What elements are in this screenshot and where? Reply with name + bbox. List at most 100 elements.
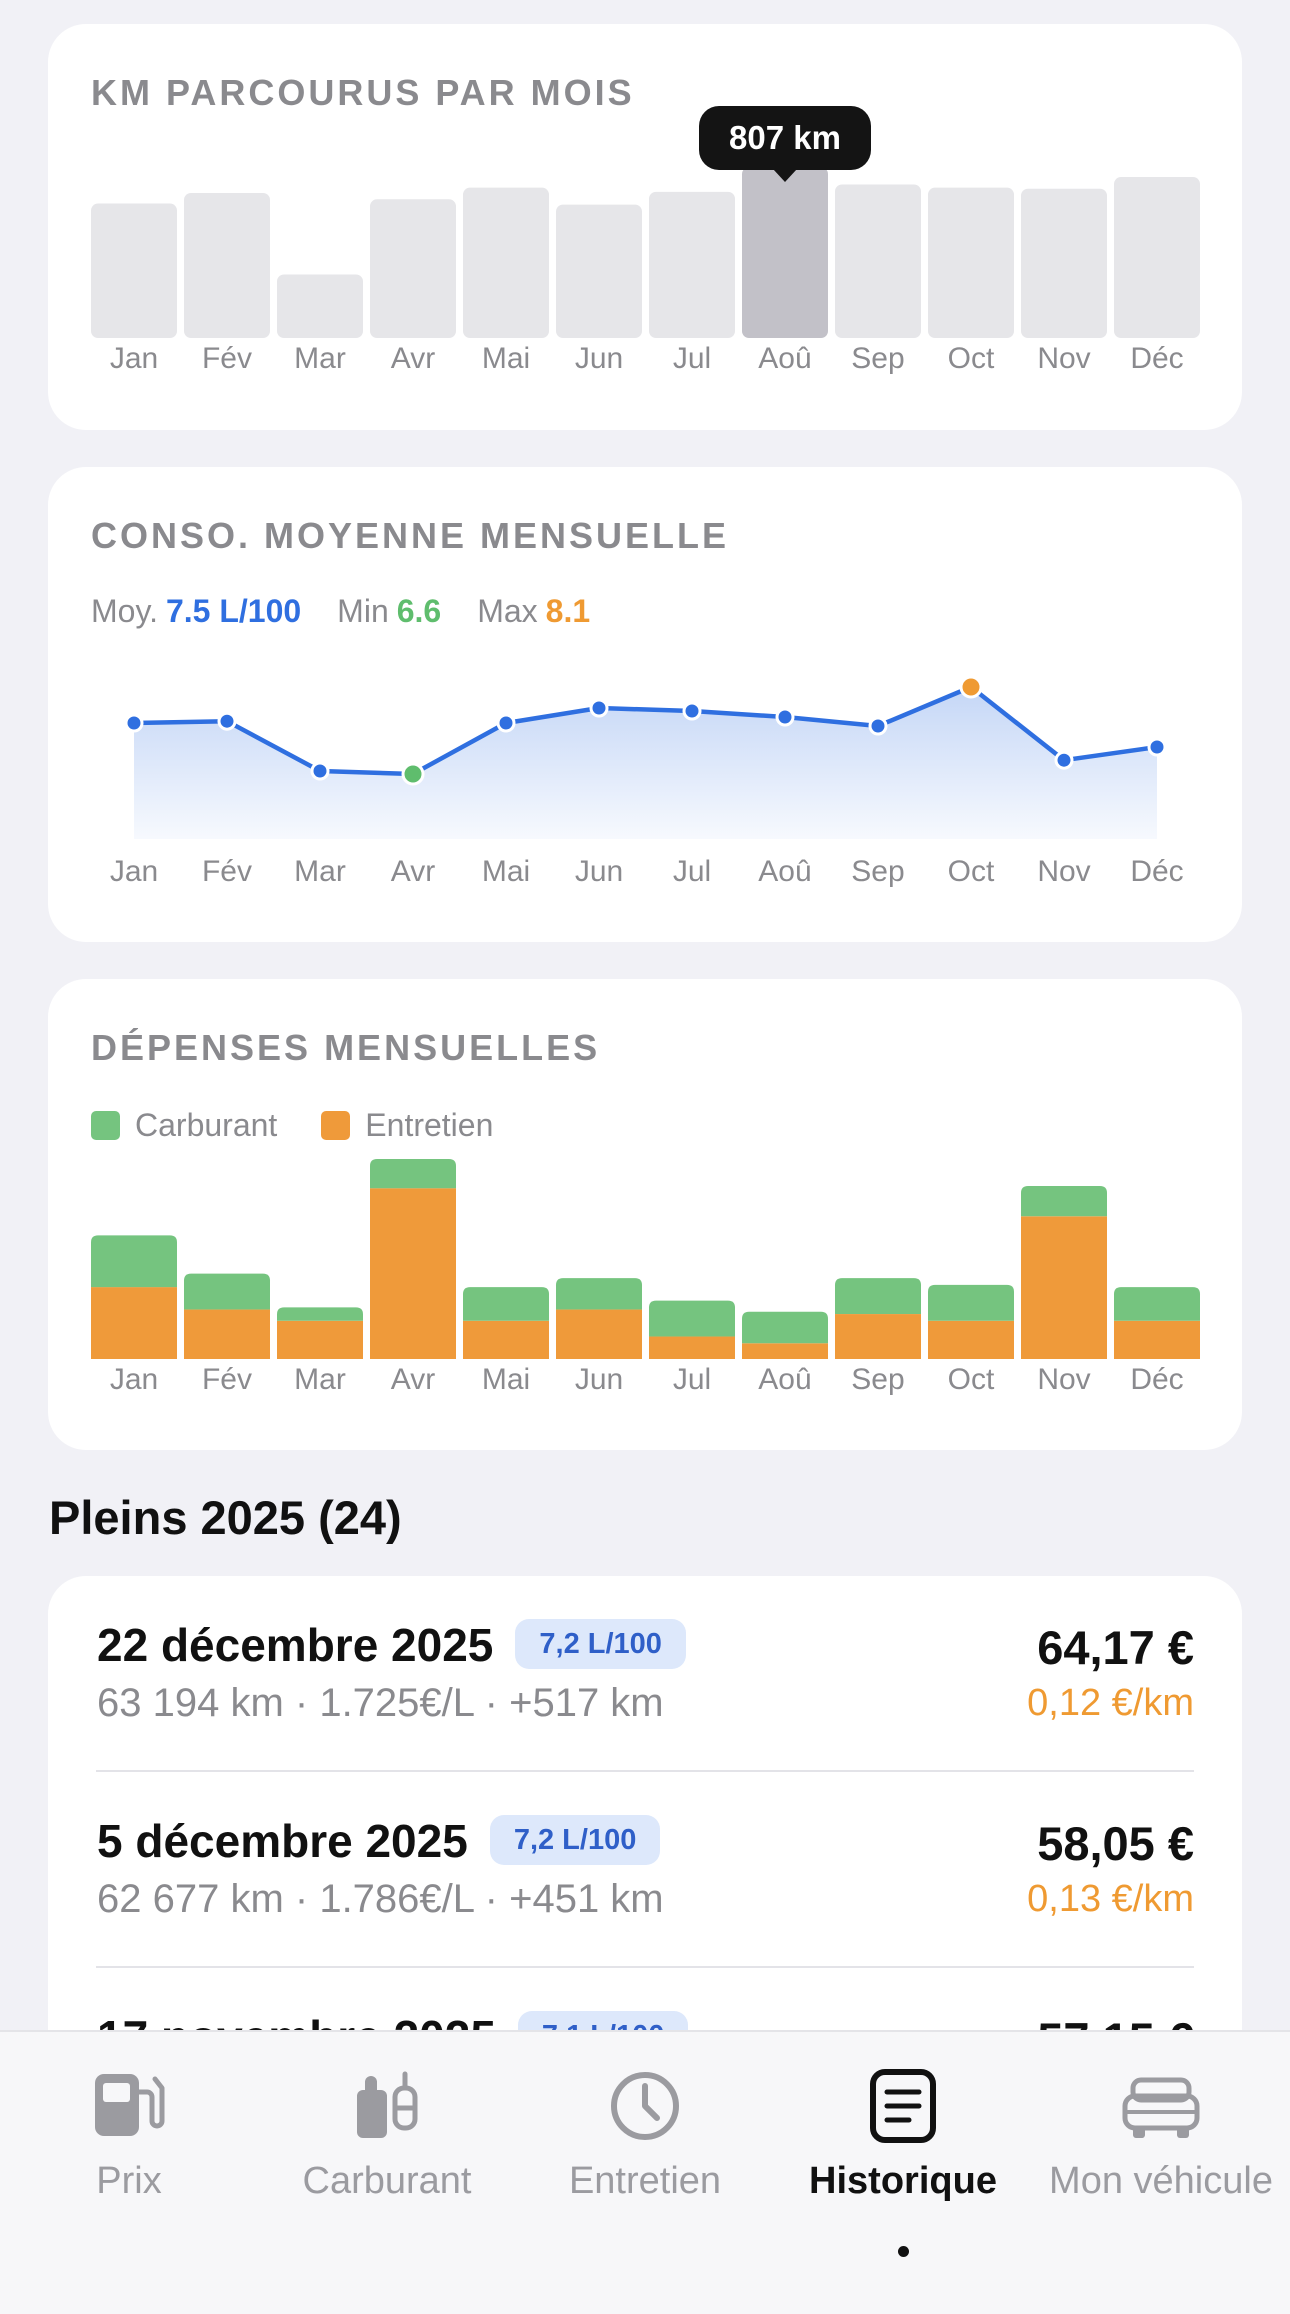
expense-bar-entretien[interactable]	[1021, 1216, 1107, 1359]
km-bar[interactable]	[463, 187, 549, 338]
conso-tick-label: Jan	[110, 855, 158, 888]
conso-tick-label: Oct	[948, 855, 995, 888]
expense-bar-carburant[interactable]	[928, 1284, 1014, 1321]
list-item[interactable]: 5 décembre 2025 7,2 L/100 62 677 km · 1.7…	[48, 1772, 1242, 1968]
expense-bar-carburant[interactable]	[835, 1278, 921, 1315]
km-tick-label: Jun	[575, 342, 623, 375]
expense-bar-carburant[interactable]	[1021, 1185, 1107, 1217]
km-bar[interactable]	[649, 191, 735, 338]
clock-icon	[611, 2072, 679, 2140]
expense-bar-entretien[interactable]	[556, 1309, 642, 1359]
km-bar[interactable]	[1114, 177, 1200, 338]
expense-bar-entretien[interactable]	[742, 1343, 828, 1359]
km-bar[interactable]	[556, 204, 642, 338]
expense-bar-entretien[interactable]	[184, 1309, 270, 1359]
conso-series-line	[133, 684, 1158, 777]
conso-chart-card: CONSO. MOYENNE MENSUELLE Moy. 7.5 L/100 Mi…	[48, 467, 1242, 942]
conso-tick-label: Mar	[294, 855, 346, 888]
entry-date-text: 5 décembre 2025	[97, 1815, 468, 1867]
km-bar-chart[interactable]: Jan Fév Mar Avr Mai Jun Jul Aoû Sep Oct Nov Déc	[48, 24, 1242, 430]
depenses-legend: Carburant Entretien	[91, 1107, 537, 1144]
conso-tick-label: Jun	[575, 855, 623, 888]
conso-point-max[interactable]	[959, 675, 983, 699]
conso-point-min[interactable]	[401, 762, 425, 786]
tab-entretien[interactable]: Entretien	[516, 2032, 774, 2314]
entry-cost-per-km: 0,12 €/km	[1027, 1682, 1194, 1724]
conso-point[interactable]	[310, 761, 330, 781]
entry-cost-per-km: 0,13 €/km	[1027, 1878, 1194, 1920]
km-tick-label: Aoû	[758, 342, 811, 375]
entry-price: 64,17 €	[1037, 1621, 1194, 1674]
km-tick-label: Jan	[110, 342, 158, 375]
depenses-stacked-bar-chart[interactable]: Jan Fév Mar Avr Mai Jun Jul Aoû Sep Oct Nov Déc	[48, 979, 1242, 1450]
legend-item-entretien: Entretien	[321, 1107, 493, 1144]
expense-bar-carburant[interactable]	[1114, 1287, 1200, 1321]
entry-meta: 62 677 km · 1.786€/L · +451 km	[97, 1877, 664, 1921]
conso-line-chart[interactable]: Jan Fév Mar Avr Mai Jun Jul Aoû Sep Oct Nov Déc	[48, 467, 1242, 942]
km-bar[interactable]	[370, 199, 456, 338]
expense-bar-entretien[interactable]	[463, 1320, 549, 1359]
tab-mon-vehicule[interactable]: Mon véhicule	[1032, 2032, 1290, 2314]
expense-tick-label: Oct	[948, 1363, 995, 1396]
expense-bar-entretien[interactable]	[649, 1336, 735, 1359]
conso-point[interactable]	[496, 713, 516, 733]
conso-point[interactable]	[682, 701, 702, 721]
conso-tick-label: Nov	[1037, 855, 1090, 888]
expense-bar-carburant[interactable]	[649, 1300, 735, 1337]
km-bar[interactable]	[277, 274, 363, 338]
expense-bar-carburant[interactable]	[370, 1159, 456, 1189]
expense-bar-entretien[interactable]	[277, 1320, 363, 1359]
km-bar-selected[interactable]	[742, 167, 828, 338]
section-title-pleins: Pleins 2025 (24)	[49, 1491, 402, 1544]
conso-tick-label: Jul	[673, 855, 711, 888]
tab-carburant[interactable]: Carburant	[258, 2032, 516, 2314]
km-bar[interactable]	[928, 187, 1014, 338]
divider	[96, 1966, 1194, 1968]
km-bar[interactable]	[1021, 188, 1107, 338]
expense-bar-entretien[interactable]	[1114, 1320, 1200, 1359]
tab-label: Historique	[809, 2160, 997, 2202]
expense-bar-carburant[interactable]	[556, 1278, 642, 1310]
expense-tick-label: Mar	[294, 1363, 346, 1396]
depenses-chart-card: DÉPENSES MENSUELLES Carburant Entretien …	[48, 979, 1242, 1450]
tab-prix[interactable]: Prix	[0, 2032, 258, 2314]
legend-swatch-carburant	[91, 1111, 120, 1140]
tab-historique[interactable]: Historique	[774, 2032, 1032, 2314]
expense-tick-label: Déc	[1130, 1363, 1183, 1396]
expense-tick-label: Sep	[851, 1363, 904, 1396]
list-item[interactable]: 22 décembre 2025 7,2 L/100 63 194 km · 1.…	[48, 1576, 1242, 1772]
expense-bar-entretien[interactable]	[370, 1188, 456, 1359]
conso-point[interactable]	[775, 707, 795, 727]
expense-bar-entretien[interactable]	[91, 1287, 177, 1359]
expense-bar-carburant[interactable]	[91, 1235, 177, 1288]
conso-tick-label: Sep	[851, 855, 904, 888]
conso-point[interactable]	[868, 716, 888, 736]
expense-bar-carburant[interactable]	[742, 1311, 828, 1344]
expense-bar-carburant[interactable]	[184, 1273, 270, 1310]
conso-point[interactable]	[124, 713, 144, 733]
legend-label-carburant: Carburant	[135, 1107, 278, 1143]
km-tick-label: Mai	[482, 342, 530, 375]
min-label: Min	[337, 593, 389, 629]
conso-point[interactable]	[1054, 750, 1074, 770]
conso-area-fill	[134, 687, 1157, 839]
km-bar[interactable]	[835, 184, 921, 338]
consumption-badge: 7,2 L/100	[489, 1814, 661, 1865]
expense-tick-label: Nov	[1037, 1363, 1090, 1396]
legend-label-entretien: Entretien	[365, 1107, 494, 1143]
tab-label: Carburant	[302, 2160, 472, 2202]
entry-meta: 63 194 km · 1.725€/L · +517 km	[97, 1681, 664, 1725]
expense-tick-label: Jan	[110, 1363, 158, 1396]
km-tick-label: Avr	[391, 342, 435, 375]
expense-bar-carburant[interactable]	[463, 1287, 549, 1321]
conso-point[interactable]	[1147, 737, 1167, 757]
expense-bar-entretien[interactable]	[928, 1320, 1014, 1359]
tab-label: Entretien	[568, 2160, 722, 2202]
conso-point[interactable]	[589, 698, 609, 718]
conso-point[interactable]	[217, 711, 237, 731]
expense-bar-carburant[interactable]	[277, 1307, 363, 1321]
expense-bar-entretien[interactable]	[835, 1314, 921, 1359]
km-bar[interactable]	[184, 192, 270, 338]
km-bar[interactable]	[91, 203, 177, 338]
expense-tick-label: Fév	[202, 1363, 252, 1396]
